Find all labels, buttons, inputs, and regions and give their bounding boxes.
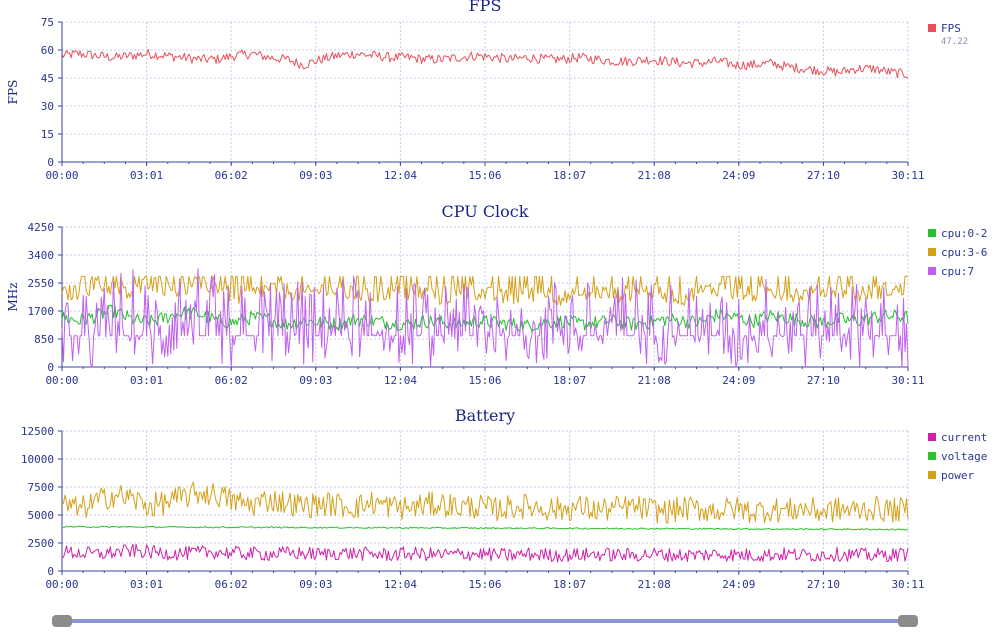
zoom-slider-right-handle[interactable]	[898, 615, 918, 627]
y-tick-label: 850	[34, 333, 54, 346]
x-tick-label: 06:02	[215, 374, 248, 387]
x-tick-label: 24:09	[722, 578, 755, 591]
series-line-cpu-7	[61, 268, 909, 368]
x-tick-label: 00:00	[45, 578, 78, 591]
x-tick-label: 12:04	[384, 578, 417, 591]
legend-item[interactable]: cpu:3-6	[928, 246, 987, 259]
x-tick-label: 15:06	[468, 578, 501, 591]
legend-item[interactable]: cpu:7	[928, 265, 974, 278]
x-tick-label: 27:10	[807, 578, 840, 591]
y-tick-label: 0	[47, 156, 54, 169]
x-tick-label: 21:08	[638, 578, 671, 591]
x-tick-label: 09:03	[299, 374, 332, 387]
legend-swatch	[928, 229, 936, 237]
y-tick-label: 10000	[21, 453, 54, 466]
x-tick-label: 09:03	[299, 578, 332, 591]
y-axis-label: FPS	[6, 80, 20, 105]
zoom-slider-track[interactable]	[62, 619, 908, 623]
x-tick-label: 27:10	[807, 169, 840, 182]
x-tick-label: 12:04	[384, 374, 417, 387]
legend-item[interactable]: voltage	[928, 450, 987, 463]
legend-item[interactable]: cpu:0-2	[928, 227, 987, 240]
zoom-slider-left-handle[interactable]	[52, 615, 72, 627]
legend-swatch	[928, 471, 936, 479]
series-line-power	[61, 481, 909, 524]
series-line-fps	[61, 48, 909, 79]
x-tick-label: 15:06	[468, 374, 501, 387]
y-tick-label: 5000	[28, 509, 55, 522]
x-tick-label: 03:01	[130, 578, 163, 591]
x-tick-label: 21:08	[638, 169, 671, 182]
legend-value: 47.22	[941, 37, 968, 47]
x-tick-label: 18:07	[553, 578, 586, 591]
x-tick-label: 24:09	[722, 374, 755, 387]
x-tick-label: 30:11	[891, 169, 924, 182]
y-tick-label: 2500	[28, 537, 55, 550]
y-tick-label: 45	[41, 72, 54, 85]
y-tick-label: 75	[41, 16, 54, 29]
legend-item[interactable]: current	[928, 431, 987, 444]
y-tick-label: 3400	[28, 249, 55, 262]
legend-label: power	[941, 469, 974, 482]
legend-swatch	[928, 267, 936, 275]
y-tick-label: 1700	[28, 305, 55, 318]
legend-label: voltage	[941, 450, 987, 463]
legend-item[interactable]: power	[928, 469, 974, 482]
legend-label: current	[941, 431, 987, 444]
legend-label: cpu:3-6	[941, 246, 987, 259]
x-tick-label: 30:11	[891, 374, 924, 387]
legend-swatch	[928, 248, 936, 256]
x-tick-label: 00:00	[45, 374, 78, 387]
legend-item[interactable]: FPS 47.22	[928, 22, 968, 47]
y-tick-label: 30	[41, 100, 54, 113]
legend-swatch	[928, 433, 936, 441]
x-tick-label: 21:08	[638, 374, 671, 387]
x-tick-label: 00:00	[45, 169, 78, 182]
legend-label: cpu:0-2	[941, 227, 987, 240]
x-tick-label: 06:02	[215, 578, 248, 591]
chart-panel-1: CPU Clock 0 850 1700 2550 3400 4250 00:00 03:01 0…	[6, 202, 987, 387]
series-line-voltage	[62, 525, 908, 531]
y-tick-label: 60	[41, 44, 54, 57]
x-tick-label: 18:07	[553, 169, 586, 182]
x-tick-label: 12:04	[384, 169, 417, 182]
chart-title: CPU Clock	[442, 202, 529, 221]
x-tick-label: 03:01	[130, 374, 163, 387]
y-tick-label: 0	[47, 361, 54, 374]
x-tick-label: 24:09	[722, 169, 755, 182]
chart-panel-0: FPS 0 15 30 45 60 75 00:00 03:01 06:02 09:03 12:04 1…	[6, 0, 968, 182]
x-tick-label: 15:06	[468, 169, 501, 182]
x-tick-label: 30:11	[891, 578, 924, 591]
x-tick-label: 18:07	[553, 374, 586, 387]
y-tick-label: 12500	[21, 425, 54, 438]
series-line-cpu-3-6	[61, 275, 908, 306]
y-tick-label: 15	[41, 128, 54, 141]
legend-label: cpu:7	[941, 265, 974, 278]
series-line-current	[61, 543, 909, 563]
y-tick-label: 4250	[28, 221, 55, 234]
x-tick-label: 06:02	[215, 169, 248, 182]
legend-swatch	[928, 452, 936, 460]
legend-swatch	[928, 24, 936, 32]
x-tick-label: 03:01	[130, 169, 163, 182]
y-tick-label: 7500	[28, 481, 55, 494]
x-tick-label: 27:10	[807, 374, 840, 387]
legend-label: FPS	[941, 22, 961, 35]
y-axis-label: MHz	[6, 282, 20, 311]
chart-title: FPS	[469, 0, 502, 15]
y-tick-label: 0	[47, 565, 54, 578]
y-tick-label: 2550	[28, 277, 55, 290]
chart-panel-2: Battery 0 2500 5000 7500 10000 12500 00:00 03:01…	[21, 406, 987, 591]
x-tick-label: 09:03	[299, 169, 332, 182]
chart-title: Battery	[455, 406, 515, 425]
